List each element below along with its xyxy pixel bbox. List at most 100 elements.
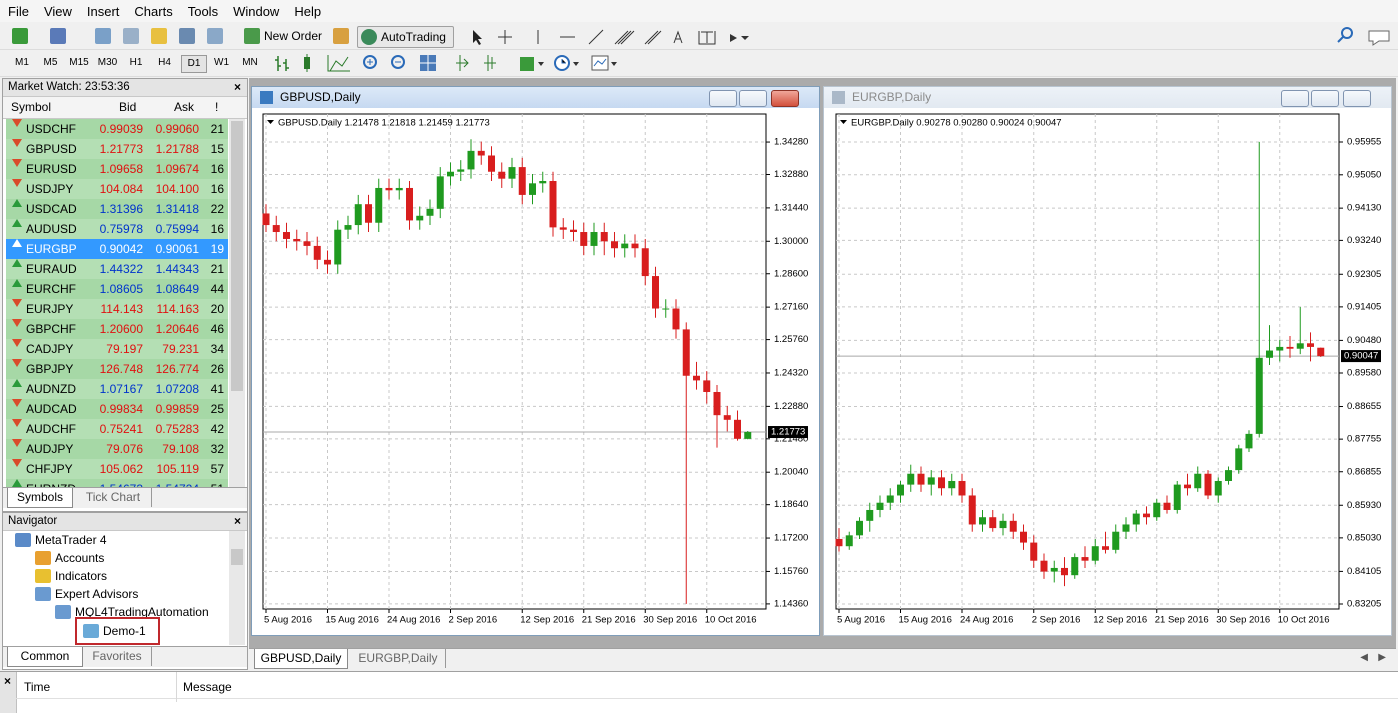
market-row[interactable]: GBPJPY 126.748 126.774 26 bbox=[6, 359, 228, 379]
navigator-icon[interactable] bbox=[151, 28, 167, 44]
navigator-item[interactable]: Expert Advisors bbox=[35, 585, 138, 603]
profiles-icon[interactable] bbox=[50, 28, 66, 44]
market-row[interactable]: GBPUSD 1.21773 1.21788 15 bbox=[6, 139, 228, 159]
new-order-button[interactable]: New Order bbox=[242, 26, 326, 46]
market-row[interactable]: EURUSD 1.09658 1.09674 16 bbox=[6, 159, 228, 179]
menu-item[interactable]: File bbox=[8, 4, 29, 19]
market-row[interactable]: EURCHF 1.08605 1.08649 44 bbox=[6, 279, 228, 299]
x-tick-label: 12 Sep 2016 bbox=[1093, 615, 1147, 626]
new-chart-icon[interactable] bbox=[12, 28, 28, 44]
y-tick-label: 0.85930 bbox=[1347, 500, 1381, 511]
market-row[interactable]: CHFJPY 105.062 105.119 57 bbox=[6, 459, 228, 479]
timeframe-button[interactable]: M5 bbox=[43, 57, 58, 68]
tab[interactable]: Favorites bbox=[83, 647, 152, 666]
trend-icon bbox=[12, 279, 22, 287]
window-min-button[interactable] bbox=[709, 90, 737, 107]
timeframe-button[interactable]: M1 bbox=[15, 57, 29, 68]
data-window-icon[interactable] bbox=[123, 28, 139, 44]
trend-icon bbox=[12, 319, 22, 327]
candle-body bbox=[845, 535, 853, 547]
menu-item[interactable]: Insert bbox=[86, 4, 120, 19]
navigator-label: MQL4TradingAutomation bbox=[75, 605, 209, 619]
market-row[interactable]: EURJPY 114.143 114.163 20 bbox=[6, 299, 228, 319]
market-watch-icon[interactable] bbox=[95, 28, 111, 44]
candle-body bbox=[365, 204, 372, 223]
market-row[interactable]: USDCHF 0.99039 0.99060 21 bbox=[6, 119, 228, 139]
market-row[interactable]: GBPCHF 1.20600 1.20646 46 bbox=[6, 319, 228, 339]
menu-item[interactable]: Tools bbox=[187, 4, 219, 19]
chart-tab[interactable]: EURGBP,Daily bbox=[351, 649, 446, 668]
tab[interactable]: Common bbox=[7, 647, 83, 667]
tester-icon[interactable] bbox=[207, 28, 223, 44]
chart-window[interactable]: EURGBP,Daily 0.95955 0.95050 0.94130 0.93240… bbox=[823, 86, 1392, 636]
bid-label: 0.90047 bbox=[1344, 351, 1378, 362]
navigator-icon bbox=[83, 624, 99, 638]
navigator-item[interactable]: Accounts bbox=[35, 549, 104, 567]
navigator-item[interactable]: MQL4TradingAutomation bbox=[55, 603, 209, 621]
x-tick-label: 10 Oct 2016 bbox=[705, 615, 757, 626]
spread: 20 bbox=[210, 302, 224, 316]
menu-item[interactable]: Charts bbox=[134, 4, 173, 19]
y-tick-label: 1.18640 bbox=[774, 499, 808, 510]
column-header[interactable]: Ask bbox=[174, 100, 195, 114]
chart-window[interactable]: GBPUSD,Daily 1.34280 1.32880 1.31440 1.30000… bbox=[251, 86, 820, 636]
market-row[interactable]: CADJPY 79.197 79.231 34 bbox=[6, 339, 228, 359]
candle-body bbox=[426, 208, 434, 216]
timeframe-button[interactable]: D1 bbox=[181, 55, 207, 73]
chart-tab[interactable]: GBPUSD,Daily bbox=[254, 649, 348, 669]
market-row[interactable]: AUDJPY 79.076 79.108 32 bbox=[6, 439, 228, 459]
market-row[interactable]: AUDCHF 0.75241 0.75283 42 bbox=[6, 419, 228, 439]
terminal-icon[interactable] bbox=[179, 28, 195, 44]
candle-body bbox=[927, 477, 935, 485]
timeframe-button[interactable]: MN bbox=[242, 57, 258, 68]
column-header[interactable]: ! bbox=[215, 100, 219, 114]
candle-body bbox=[436, 176, 444, 209]
market-row[interactable]: AUDCAD 0.99834 0.99859 25 bbox=[6, 399, 228, 419]
window-min-button[interactable] bbox=[1281, 90, 1309, 107]
navigator-item[interactable]: MetaTrader 4 bbox=[15, 531, 107, 549]
market-row[interactable]: EURAUD 1.44322 1.44343 21 bbox=[6, 259, 228, 279]
x-tick-label: 21 Sep 2016 bbox=[582, 615, 636, 626]
tab[interactable]: Symbols bbox=[7, 488, 73, 508]
candle-body bbox=[1235, 448, 1243, 471]
navigator-item[interactable]: Demo-1 bbox=[75, 617, 160, 645]
search-icons[interactable] bbox=[1335, 25, 1395, 47]
timeframe-button[interactable]: H1 bbox=[129, 57, 143, 68]
symbol: AUDCAD bbox=[26, 402, 77, 416]
x-tick-label: 5 Aug 2016 bbox=[264, 615, 312, 626]
menu-item[interactable]: View bbox=[43, 4, 72, 19]
metaeditor-icon[interactable] bbox=[333, 28, 349, 44]
market-row[interactable]: AUDUSD 0.75978 0.75994 16 bbox=[6, 219, 228, 239]
candle-body bbox=[313, 245, 321, 260]
timeframe-button[interactable]: M15 bbox=[69, 57, 89, 68]
autotrading-button[interactable]: AutoTrading bbox=[357, 26, 454, 48]
market-row[interactable]: EURGBP 0.90042 0.90061 19 bbox=[6, 239, 228, 259]
window-max-button[interactable] bbox=[739, 90, 767, 107]
menu-item[interactable]: Window bbox=[233, 4, 280, 19]
timeframe-button[interactable]: H4 bbox=[158, 57, 171, 68]
timeframe-button[interactable]: W1 bbox=[214, 57, 229, 68]
ask: 126.774 bbox=[155, 362, 199, 376]
scrollbar[interactable] bbox=[229, 531, 245, 645]
column-header[interactable]: Bid bbox=[119, 100, 137, 114]
market-row[interactable]: AUDNZD 1.07167 1.07208 41 bbox=[6, 379, 228, 399]
window-close-button[interactable] bbox=[1343, 90, 1371, 107]
window-icon bbox=[260, 91, 273, 104]
column-header[interactable]: Time bbox=[24, 680, 51, 694]
tab[interactable]: Tick Chart bbox=[75, 488, 152, 507]
window-title-bar: EURGBP,Daily bbox=[824, 87, 1391, 108]
navigator-item[interactable]: Indicators bbox=[35, 567, 107, 585]
window-max-button[interactable] bbox=[1311, 90, 1339, 107]
market-row[interactable]: EURNZD 1.54673 1.54724 51 bbox=[6, 479, 228, 487]
trend-icon bbox=[12, 359, 22, 367]
menu-item[interactable]: Help bbox=[294, 4, 322, 19]
timeframe-button[interactable]: M30 bbox=[97, 57, 118, 68]
market-row[interactable]: USDCAD 1.31396 1.31418 22 bbox=[6, 199, 228, 219]
window-icon bbox=[832, 91, 845, 104]
ask: 105.119 bbox=[156, 462, 200, 476]
column-header[interactable]: Message bbox=[183, 680, 232, 694]
scrollbar[interactable] bbox=[229, 119, 245, 487]
window-close-button[interactable] bbox=[771, 90, 799, 107]
column-header[interactable]: Symbol bbox=[11, 100, 52, 114]
market-row[interactable]: USDJPY 104.084 104.100 16 bbox=[6, 179, 228, 199]
